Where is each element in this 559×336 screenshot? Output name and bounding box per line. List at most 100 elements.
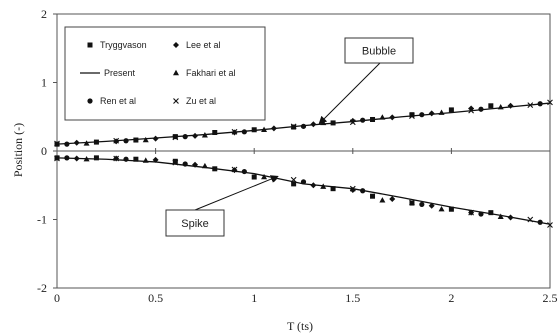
point-zu-et-al-bubble — [349, 119, 356, 126]
point-fakhari-et-al-spike — [201, 162, 208, 169]
point-zu-et-al-bubble — [409, 113, 415, 119]
y-tick-label: -2 — [37, 281, 47, 295]
point-tryggvason-spike — [330, 186, 336, 192]
point-lee-et-al-spike — [73, 155, 80, 162]
legend-marker-fakhari-et-al — [173, 69, 179, 76]
point-lee-et-al-spike — [310, 182, 317, 189]
point-lee-et-al-bubble — [310, 121, 317, 128]
point-lee-et-al-bubble — [270, 125, 277, 132]
point-zu-et-al-bubble — [231, 128, 238, 135]
legend-marker-lee-et-al — [173, 42, 179, 48]
point-zu-et-al-spike — [54, 155, 60, 162]
y-tick-label: -1 — [37, 213, 47, 227]
point-lee-et-al-spike — [349, 187, 356, 194]
point-lee-et-al-bubble — [73, 139, 80, 146]
point-zu-et-al-spike — [527, 216, 534, 223]
point-ren-et-al-spike — [419, 201, 425, 208]
point-lee-et-al-bubble — [468, 105, 475, 112]
point-ren-et-al-spike — [537, 219, 543, 225]
point-ren-et-al-spike — [478, 211, 484, 217]
point-fakhari-et-al-bubble — [379, 114, 386, 120]
point-tryggvason-bubble — [488, 103, 494, 109]
point-zu-et-al-spike — [231, 166, 238, 173]
point-lee-et-al-spike — [192, 161, 199, 168]
y-tick-label: 1 — [41, 76, 47, 90]
point-zu-et-al-bubble — [290, 123, 297, 130]
point-tryggvason-spike — [172, 158, 178, 164]
bubble-arrow — [318, 62, 381, 125]
point-fakhari-et-al-bubble — [142, 136, 149, 143]
point-lee-et-al-bubble — [349, 117, 356, 124]
y-axis-label: Position (-) — [11, 123, 25, 177]
present-line-spike — [56, 157, 551, 225]
legend-label-tryggvason: Tryggvason — [100, 40, 147, 50]
point-lee-et-al-bubble — [507, 102, 514, 109]
point-lee-et-al-bubble — [389, 114, 396, 121]
point-fakhari-et-al-bubble — [261, 126, 268, 132]
point-ren-et-al-bubble — [419, 112, 425, 118]
legend-label-fakhari-et-al: Fakhari et al — [186, 68, 236, 78]
point-ren-et-al-spike — [182, 161, 188, 167]
point-fakhari-et-al-bubble — [83, 140, 90, 146]
point-ren-et-al-bubble — [537, 101, 543, 107]
point-lee-et-al-spike — [507, 214, 514, 221]
point-zu-et-al-spike — [547, 222, 553, 228]
legend-label-lee-et-al: Lee et al — [186, 40, 221, 50]
point-tryggvason-spike — [488, 210, 494, 216]
point-fakhari-et-al-spike — [320, 183, 327, 189]
point-zu-et-al-bubble — [527, 102, 534, 108]
y-tick-label: 0 — [41, 144, 47, 158]
legend-label-ren-et-al: Ren et al — [100, 96, 136, 106]
point-zu-et-al-bubble — [547, 99, 553, 106]
point-zu-et-al-spike — [290, 176, 297, 183]
x-tick-label: 1.5 — [345, 291, 360, 305]
point-ren-et-al-bubble — [360, 117, 366, 123]
x-axis-label: T (ts) — [287, 319, 313, 333]
point-ren-et-al-bubble — [182, 134, 188, 140]
point-zu-et-al-spike — [172, 159, 179, 166]
point-zu-et-al-bubble — [113, 137, 120, 144]
point-lee-et-al-spike — [428, 202, 435, 209]
point-fakhari-et-al-spike — [497, 213, 504, 219]
point-ren-et-al-bubble — [300, 123, 307, 129]
point-tryggvason-bubble — [330, 120, 336, 126]
point-ren-et-al-spike — [241, 168, 247, 175]
point-ren-et-al-spike — [64, 155, 70, 161]
data-points — [54, 99, 553, 228]
point-ren-et-al-spike — [123, 156, 129, 162]
point-ren-et-al-spike — [360, 188, 366, 194]
point-tryggvason-bubble — [93, 139, 99, 145]
point-fakhari-et-al-spike — [261, 173, 268, 180]
point-tryggvason-bubble — [212, 130, 218, 136]
x-tick-label: 0 — [54, 291, 60, 305]
legend-label-zu-et-al: Zu et al — [186, 96, 216, 106]
y-tick-label: 2 — [41, 7, 47, 21]
point-fakhari-et-al-spike — [142, 157, 149, 163]
point-fakhari-et-al-bubble — [201, 132, 208, 138]
x-tick-label: 1 — [251, 291, 257, 305]
legend-label-present: Present — [104, 68, 136, 78]
point-zu-et-al-spike — [113, 155, 120, 162]
point-tryggvason-bubble — [409, 112, 415, 118]
x-tick-label: 0.5 — [148, 291, 163, 305]
legend-marker-tryggvason — [87, 42, 93, 48]
point-fakhari-et-al-spike — [438, 206, 445, 212]
x-tick-label: 2 — [448, 291, 454, 305]
point-lee-et-al-bubble — [192, 132, 199, 139]
point-zu-et-al-bubble — [468, 107, 475, 114]
point-tryggvason-spike — [291, 181, 297, 187]
legend-marker-ren-et-al — [87, 98, 93, 104]
point-tryggvason-bubble — [133, 137, 139, 143]
bubble-callout-box — [344, 37, 414, 64]
point-tryggvason-spike — [212, 166, 218, 172]
point-tryggvason-spike — [133, 156, 139, 162]
spike-callout-label: Spike — [181, 218, 209, 230]
point-ren-et-al-bubble — [241, 129, 247, 135]
point-lee-et-al-bubble — [428, 110, 435, 117]
point-lee-et-al-spike — [152, 156, 159, 163]
point-zu-et-al-spike — [409, 199, 415, 206]
spike-callout-box — [165, 209, 225, 237]
point-zu-et-al-spike — [349, 185, 356, 192]
point-fakhari-et-al-spike — [379, 197, 386, 203]
